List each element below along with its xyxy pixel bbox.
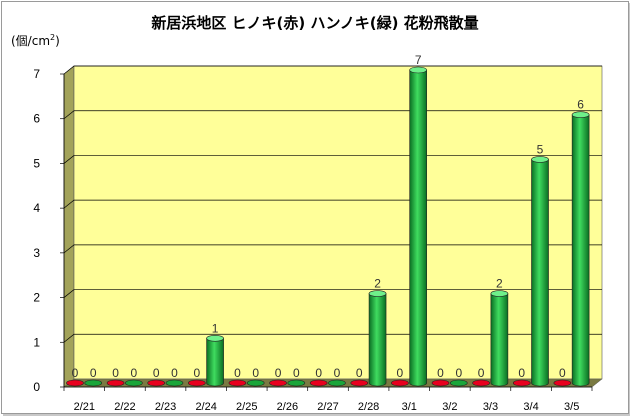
y-axis-unit-label: (個/cm2) bbox=[11, 33, 60, 48]
y-tick-label: 2 bbox=[33, 291, 40, 305]
side-wall bbox=[63, 65, 75, 388]
data-label: 5 bbox=[537, 142, 544, 156]
data-label: 0 bbox=[437, 366, 444, 380]
bar-top bbox=[531, 156, 549, 163]
bar bbox=[431, 379, 450, 387]
bar bbox=[309, 379, 328, 387]
bar bbox=[125, 379, 143, 387]
bar bbox=[391, 379, 409, 387]
bar bbox=[66, 379, 84, 387]
x-tick-label: 2/27 bbox=[317, 401, 338, 413]
data-label: 1 bbox=[212, 321, 219, 335]
data-label: 0 bbox=[252, 366, 259, 380]
bar bbox=[106, 379, 125, 387]
x-tick-label: 2/25 bbox=[236, 401, 257, 413]
bar bbox=[147, 379, 165, 387]
data-label: 0 bbox=[559, 366, 566, 380]
data-label: 0 bbox=[397, 366, 404, 380]
data-label: 0 bbox=[478, 366, 485, 380]
data-label: 0 bbox=[153, 366, 160, 380]
data-label: 0 bbox=[171, 366, 178, 380]
y-tick-label: 1 bbox=[33, 335, 40, 349]
x-tick-label: 3/1 bbox=[402, 401, 417, 413]
x-tick-label: 2/24 bbox=[195, 401, 216, 413]
bar bbox=[328, 379, 346, 387]
bar bbox=[350, 379, 369, 387]
data-label: 0 bbox=[518, 366, 525, 380]
bar bbox=[512, 379, 531, 387]
data-label: 0 bbox=[131, 366, 138, 380]
y-tick-label: 5 bbox=[33, 156, 40, 170]
bar bbox=[449, 379, 468, 387]
bar bbox=[490, 293, 509, 387]
bar bbox=[409, 69, 427, 387]
bar bbox=[269, 379, 287, 387]
data-label: 0 bbox=[193, 366, 200, 380]
bar bbox=[553, 379, 572, 387]
x-tick-label: 3/5 bbox=[564, 401, 579, 413]
bar bbox=[228, 379, 247, 387]
data-label: 0 bbox=[315, 366, 322, 380]
bar bbox=[84, 379, 103, 387]
bar-top bbox=[409, 66, 427, 74]
bar-top bbox=[368, 290, 387, 297]
bar bbox=[246, 379, 265, 387]
data-label: 6 bbox=[577, 98, 584, 112]
x-tick-label: 3/4 bbox=[523, 401, 538, 413]
data-label: 0 bbox=[234, 366, 241, 380]
bar-top bbox=[571, 111, 590, 119]
data-label: 2 bbox=[496, 277, 503, 291]
bar bbox=[165, 379, 184, 387]
data-label: 0 bbox=[275, 366, 282, 380]
data-label: 7 bbox=[415, 53, 422, 67]
x-tick-label: 3/2 bbox=[442, 401, 457, 413]
data-label: 0 bbox=[90, 366, 97, 380]
y-tick-label: 4 bbox=[33, 201, 40, 215]
gridline bbox=[63, 65, 602, 75]
data-label: 0 bbox=[455, 366, 462, 380]
bar bbox=[206, 337, 224, 387]
bar bbox=[472, 379, 490, 387]
data-label: 0 bbox=[334, 366, 341, 380]
data-label: 0 bbox=[112, 366, 119, 380]
y-tick-label: 0 bbox=[33, 380, 40, 394]
data-label: 0 bbox=[356, 366, 363, 380]
x-tick-label: 2/23 bbox=[155, 401, 176, 413]
bar-top bbox=[490, 290, 509, 297]
data-label: 0 bbox=[72, 366, 79, 380]
data-label: 2 bbox=[374, 277, 381, 291]
bar-top bbox=[206, 334, 224, 342]
bar bbox=[188, 379, 206, 387]
bar bbox=[287, 379, 306, 387]
x-tick-label: 2/22 bbox=[114, 401, 135, 413]
y-tick-label: 7 bbox=[33, 67, 40, 81]
x-tick-label: 2/21 bbox=[74, 401, 95, 413]
data-label: 0 bbox=[293, 366, 300, 380]
plot-back-wall bbox=[73, 65, 603, 380]
y-tick-label: 3 bbox=[33, 246, 40, 260]
bar bbox=[368, 293, 387, 387]
y-tick-label: 6 bbox=[33, 112, 40, 126]
chart-title: 新居浜地区 ヒノキ(赤) ハンノキ(緑) 花粉飛散量 bbox=[151, 14, 479, 32]
bar bbox=[571, 114, 590, 387]
bar bbox=[531, 159, 549, 387]
x-tick-label: 2/26 bbox=[277, 401, 298, 413]
x-tick-label: 2/28 bbox=[358, 401, 379, 413]
x-tick-label: 3/3 bbox=[483, 401, 498, 413]
